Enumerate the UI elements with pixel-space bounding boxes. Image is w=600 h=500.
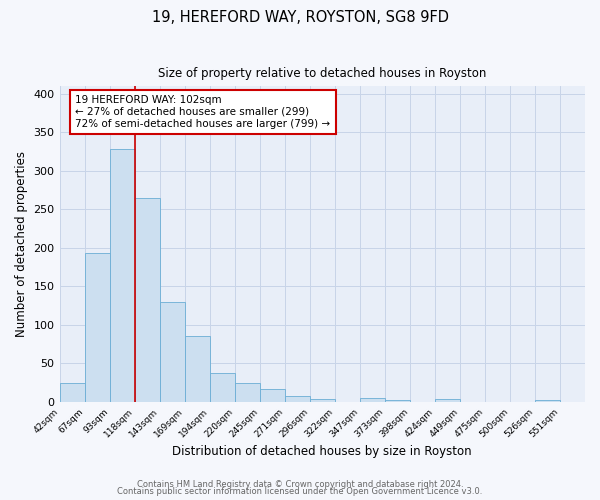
Bar [360, 398, 385, 402]
Bar [160, 302, 185, 402]
Bar [185, 336, 209, 402]
Bar [385, 400, 410, 402]
Text: Contains public sector information licensed under the Open Government Licence v3: Contains public sector information licen… [118, 487, 482, 496]
Text: 19, HEREFORD WAY, ROYSTON, SG8 9FD: 19, HEREFORD WAY, ROYSTON, SG8 9FD [151, 10, 449, 25]
Bar [310, 399, 335, 402]
Bar [209, 372, 235, 402]
X-axis label: Distribution of detached houses by size in Royston: Distribution of detached houses by size … [172, 444, 472, 458]
Bar [59, 382, 85, 402]
Title: Size of property relative to detached houses in Royston: Size of property relative to detached ho… [158, 68, 487, 80]
Bar [535, 400, 560, 402]
Bar [134, 198, 160, 402]
Y-axis label: Number of detached properties: Number of detached properties [15, 151, 28, 337]
Bar [260, 389, 285, 402]
Text: Contains HM Land Registry data © Crown copyright and database right 2024.: Contains HM Land Registry data © Crown c… [137, 480, 463, 489]
Bar [235, 382, 260, 402]
Text: 19 HEREFORD WAY: 102sqm
← 27% of detached houses are smaller (299)
72% of semi-d: 19 HEREFORD WAY: 102sqm ← 27% of detache… [76, 96, 331, 128]
Bar [285, 396, 310, 402]
Bar [435, 399, 460, 402]
Bar [110, 149, 134, 402]
Bar [85, 253, 110, 402]
